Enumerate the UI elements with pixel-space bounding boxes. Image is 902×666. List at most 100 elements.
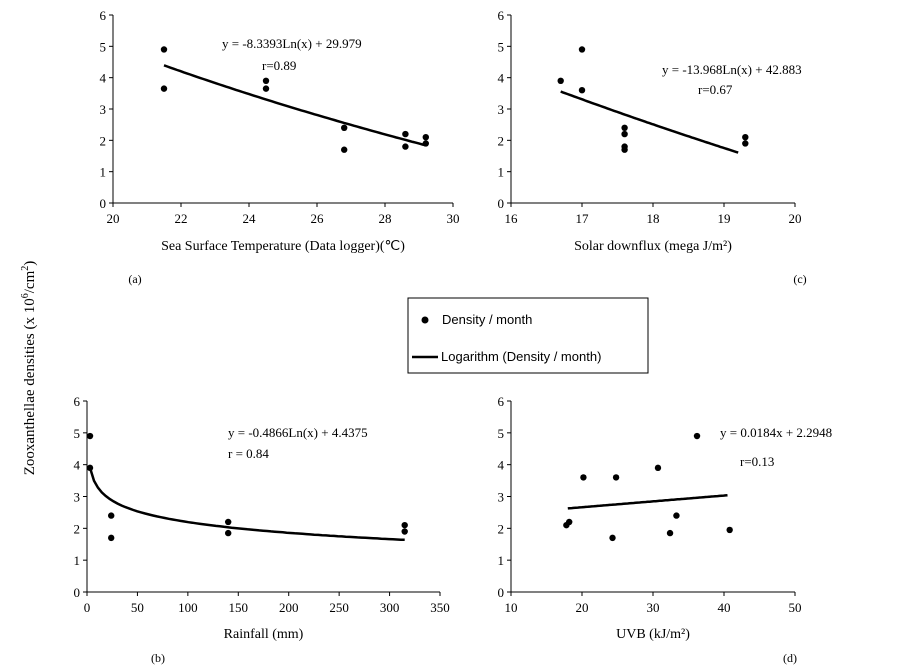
x-tick-label: 20	[789, 211, 802, 226]
data-point	[401, 528, 408, 535]
data-point	[341, 124, 348, 131]
trend-equation: y = -8.3393Ln(x) + 29.979	[222, 36, 362, 51]
x-tick-label: 150	[229, 600, 249, 615]
data-point	[225, 529, 232, 537]
data-point	[108, 512, 115, 519]
x-axis-title: Sea Surface Temperature (Data logger)(℃)	[161, 239, 405, 254]
chart-panel-b: 0 1 2 3 4 5 6 0 50 100 150 200 250 300 350 Rainfall (mm…	[74, 394, 450, 665]
x-tick-label: 300	[380, 600, 400, 615]
trend-equation: y = -0.4866Ln(x) + 4.4375	[228, 425, 368, 440]
data-point	[341, 146, 348, 153]
y-axis-title-close: )	[22, 261, 38, 266]
y-tick-label: 5	[100, 39, 107, 54]
x-tick-label: 28	[379, 211, 392, 226]
y-tick-label: 3	[74, 490, 81, 505]
x-tick-label: 19	[718, 211, 731, 226]
data-point	[557, 77, 564, 85]
y-tick-label: 2	[74, 521, 81, 536]
y-tick-label: 6	[100, 8, 107, 23]
y-tick-label: 4	[100, 71, 107, 86]
data-point	[402, 130, 409, 138]
correlation-label: r = 0.84	[228, 446, 269, 461]
data-point	[609, 534, 616, 542]
data-point	[262, 85, 270, 92]
x-tick-label: 20	[576, 600, 589, 615]
y-tick-label: 1	[498, 165, 505, 180]
trendline	[567, 493, 728, 510]
x-tick-label: 50	[789, 600, 802, 615]
x-tick-label: 20	[107, 211, 120, 226]
y-tick-label: 6	[74, 394, 81, 409]
y-tick-label: 3	[498, 490, 505, 505]
data-point	[566, 518, 573, 526]
y-tick-label: 5	[498, 426, 505, 441]
panel-label: (b)	[151, 651, 165, 665]
y-tick-label: 2	[498, 133, 505, 148]
y-tick-label: 6	[498, 394, 505, 409]
x-tick-label: 17	[576, 211, 590, 226]
data-point	[621, 124, 628, 131]
data-point	[580, 474, 587, 481]
legend-marker	[421, 316, 429, 324]
y-tick-label: 4	[498, 71, 505, 86]
shared-y-axis-title: Zooxanthellae densities (x 106/cm2)	[20, 261, 38, 476]
x-tick-label: 0	[84, 600, 91, 615]
chart-panel-c: 0 1 2 3 4 5 6 16 17 18 19 20 Solar downflux (mega J/…	[498, 8, 807, 286]
y-tick-label: 5	[74, 426, 81, 441]
y-axis-title-sup1: 6	[20, 293, 31, 298]
x-tick-label: 26	[311, 211, 325, 226]
y-tick-label: 5	[498, 39, 505, 54]
correlation-label: r=0.67	[698, 82, 733, 97]
x-tick-label: 24	[243, 211, 257, 226]
data-point	[86, 464, 94, 472]
x-tick-label: 200	[279, 600, 299, 615]
y-tick-label: 0	[498, 196, 505, 211]
y-tick-label: 0	[498, 585, 505, 600]
data-point	[160, 85, 168, 92]
trend-equation: y = 0.0184x + 2.2948	[720, 425, 832, 440]
x-tick-label: 30	[647, 600, 660, 615]
data-point	[726, 526, 733, 534]
y-tick-label: 6	[498, 8, 505, 23]
legend-line-label: Logarithm (Density / month)	[441, 349, 601, 364]
x-tick-label: 350	[430, 600, 450, 615]
y-tick-label: 4	[498, 458, 505, 473]
x-axis-title: Solar downflux (mega J/m²)	[574, 239, 732, 254]
x-tick-label: 100	[178, 600, 198, 615]
legend-marker-label: Density / month	[442, 312, 532, 327]
data-point	[86, 432, 94, 440]
data-point	[742, 140, 749, 147]
x-tick-label: 40	[718, 600, 731, 615]
chart-panel-d: 0 1 2 3 4 5 6 10 20 30 40 50 UVB (kJ/m²) (d) y = 0.018…	[498, 394, 833, 665]
data-point	[402, 143, 409, 150]
chart-panel-a: 0 1 2 3 4 5 6 20 22 24 26 28 30 Sea Surface Temperatu…	[100, 8, 460, 286]
x-axis-title: UVB (kJ/m²)	[616, 627, 690, 642]
y-tick-label: 2	[100, 133, 107, 148]
correlation-label: r=0.13	[740, 454, 774, 469]
y-tick-label: 1	[74, 553, 81, 568]
data-point	[693, 432, 701, 440]
x-tick-label: 50	[131, 600, 144, 615]
y-axis-title-tail: /cm	[22, 270, 38, 293]
trendline	[88, 467, 405, 542]
data-point	[401, 521, 408, 529]
data-point	[422, 140, 429, 147]
data-point	[225, 518, 232, 526]
y-axis-title-sup2: 2	[20, 266, 31, 271]
data-point	[578, 87, 586, 94]
data-point	[621, 146, 628, 153]
data-point	[422, 134, 429, 141]
trendline	[163, 64, 427, 147]
panel-label: (d)	[783, 651, 797, 665]
x-tick-label: 250	[329, 600, 349, 615]
x-tick-label: 10	[505, 600, 518, 615]
y-tick-label: 4	[74, 458, 81, 473]
x-tick-label: 22	[175, 211, 188, 226]
data-point	[160, 46, 168, 53]
data-point	[578, 46, 586, 53]
legend-box	[407, 297, 649, 374]
y-axis-title-main: Zooxanthellae densities (x 10	[22, 298, 38, 475]
data-point	[666, 529, 674, 537]
y-tick-label: 3	[498, 102, 505, 117]
